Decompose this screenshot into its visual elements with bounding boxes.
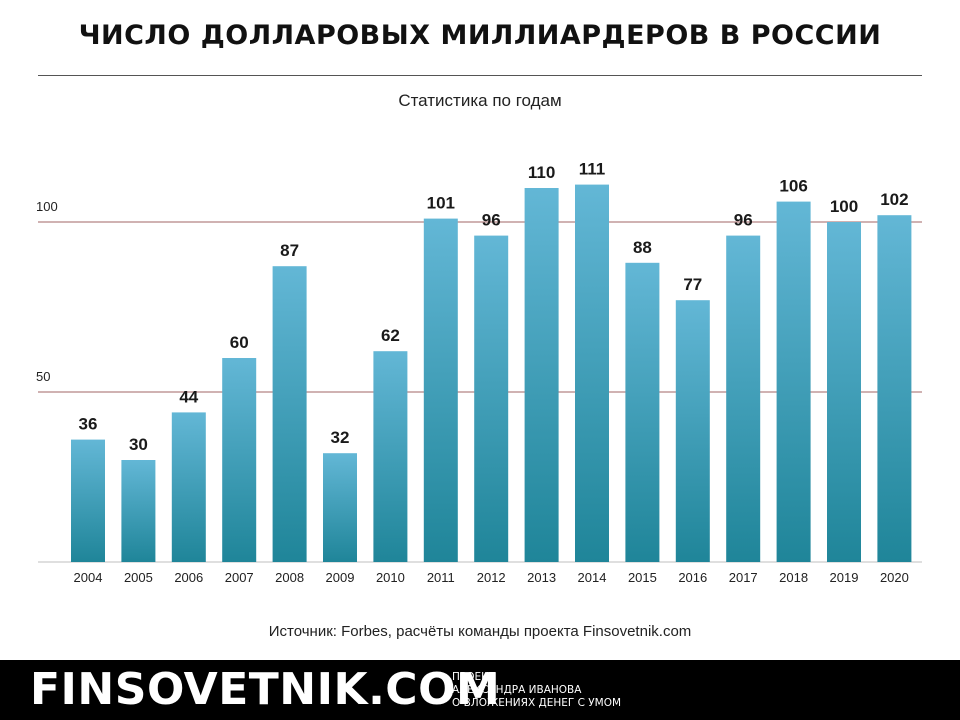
data-label-2009: 32: [331, 428, 350, 447]
bar-2008: [272, 266, 307, 562]
data-label-2018: 106: [779, 177, 807, 196]
brand-tagline: ПРОЕКТ АЛЕКСАНДРА ИВАНОВА О ВЛОЖЕНИЯХ ДЕ…: [452, 671, 621, 710]
data-label-2012: 96: [482, 211, 501, 230]
chart-title: ЧИСЛО ДОЛЛАРОВЫХ МИЛЛИАРДЕРОВ В РОССИИ: [78, 20, 882, 51]
bar-2015: [625, 262, 660, 562]
bar-2013: [524, 188, 559, 562]
x-tick-label-2005: 2005: [124, 570, 153, 585]
bar-2007: [222, 358, 257, 562]
data-label-2010: 62: [381, 326, 400, 345]
bar-2020: [877, 215, 912, 562]
bar-2004: [71, 439, 105, 562]
data-label-2013: 110: [528, 163, 555, 182]
data-label-2016: 77: [683, 275, 702, 294]
bar-2017: [726, 235, 761, 562]
footer-bar: FINSOVETNIK.COM ПРОЕКТ АЛЕКСАНДРА ИВАНОВ…: [0, 660, 960, 720]
bar-2019: [827, 222, 861, 562]
source-note: Источник: Forbes, расчёты команды проект…: [268, 623, 692, 640]
x-tick-label-2013: 2013: [527, 570, 556, 585]
y-tick-label: 50: [36, 369, 50, 384]
x-tick-label-2010: 2010: [376, 570, 405, 585]
data-label-2006: 44: [179, 387, 198, 406]
bar-2010: [373, 351, 408, 562]
bar-2011: [423, 218, 458, 562]
data-label-2011: 101: [427, 194, 455, 213]
x-tick-label-2015: 2015: [628, 570, 657, 585]
data-label-2020: 102: [880, 190, 908, 209]
x-tick-label-2006: 2006: [174, 570, 203, 585]
x-tick-label-2008: 2008: [275, 570, 304, 585]
tagline-line: ПРОЕКТ: [452, 671, 495, 683]
bar-chart: 50 100 36 30 44 60 87 32 62 101 96 110 111 88 77 96 106…: [36, 160, 922, 585]
x-tick-label-2016: 2016: [678, 570, 707, 585]
data-label-2017: 96: [734, 211, 753, 230]
x-tick-label-2012: 2012: [477, 570, 506, 585]
bar-2009: [323, 453, 357, 562]
x-tick-label-2017: 2017: [729, 570, 758, 585]
data-label-2019: 100: [830, 197, 858, 216]
x-tick-label-2019: 2019: [830, 570, 859, 585]
data-label-2004: 36: [79, 415, 98, 434]
data-label-2005: 30: [129, 435, 148, 454]
bar-2006: [171, 412, 206, 562]
data-label-2014: 111: [579, 160, 606, 179]
bar-2012: [474, 235, 509, 562]
y-tick-label: 100: [36, 199, 58, 214]
title-divider: [38, 75, 922, 76]
data-label-2007: 60: [230, 333, 249, 352]
data-label-2008: 87: [280, 241, 299, 260]
x-tick-label-2018: 2018: [779, 570, 808, 585]
brand-logo: FINSOVETNIK.COM: [30, 664, 501, 715]
tagline-line: О ВЛОЖЕНИЯХ ДЕНЕГ С УМОМ: [452, 697, 622, 709]
x-tick-label-2007: 2007: [225, 570, 254, 585]
x-tick-label-2020: 2020: [880, 570, 909, 585]
x-tick-label-2009: 2009: [326, 570, 355, 585]
data-label-2015: 88: [633, 238, 652, 257]
bar-2005: [121, 460, 156, 562]
x-tick-label-2004: 2004: [74, 570, 103, 585]
bar-2018: [776, 201, 811, 562]
bar-2016: [675, 300, 710, 562]
bar-2014: [575, 184, 609, 562]
tagline-line: АЛЕКСАНДРА ИВАНОВА: [452, 684, 582, 696]
x-tick-label-2014: 2014: [578, 570, 607, 585]
chart-subtitle: Статистика по годам: [398, 91, 562, 110]
x-tick-label-2011: 2011: [427, 570, 455, 585]
